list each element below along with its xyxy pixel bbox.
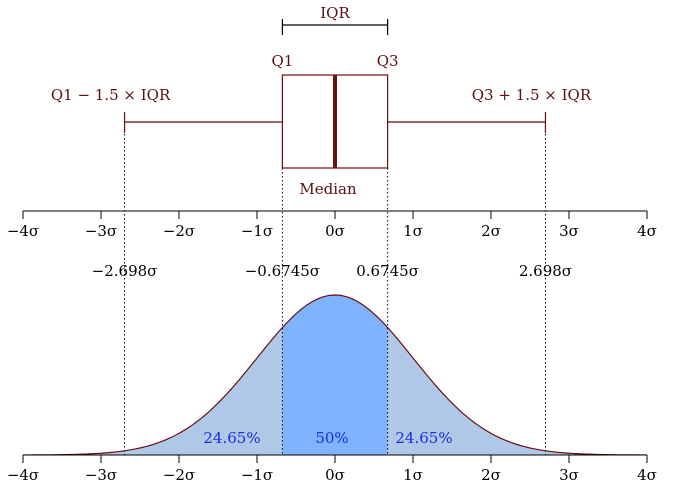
bottom-axis-tick-label: 2σ: [481, 466, 501, 484]
bottom-axis-tick-label: 4σ: [637, 466, 657, 484]
distribution-fills: [22, 294, 648, 456]
top-axis-ticks: −4σ −3σ −2σ −1σ 0σ 1σ 2σ 3σ 4σ: [7, 211, 657, 240]
boundary-label-q3: 0.6745σ: [356, 262, 419, 280]
boundary-labels: −2.698σ −0.6745σ 0.6745σ 2.698σ: [92, 262, 572, 280]
left-tail-region: [23, 327, 283, 455]
bottom-axis-tick-label: −2σ: [163, 466, 195, 484]
right-tail-region: [387, 327, 647, 455]
bottom-axis: −4σ −3σ −2σ −1σ 0σ 1σ 2σ 3σ 4σ: [7, 454, 657, 484]
boundary-label-q1: −0.6745σ: [245, 262, 320, 280]
top-axis-tick-label: 0σ: [325, 222, 345, 240]
q3-label: Q3: [377, 52, 399, 70]
top-axis-tick-label: −3σ: [85, 222, 117, 240]
top-axis-tick-label: −1σ: [241, 222, 273, 240]
bottom-axis-tick-label: 1σ: [403, 466, 423, 484]
bottom-axis-ticks: −4σ −3σ −2σ −1σ 0σ 1σ 2σ 3σ 4σ: [7, 455, 657, 484]
boundary-lines: [124, 122, 546, 455]
percent-center-label: 50%: [315, 429, 348, 447]
median-label: Median: [299, 180, 357, 198]
bottom-axis-tick-label: 3σ: [559, 466, 579, 484]
bottom-axis-tick-label: −3σ: [85, 466, 117, 484]
percent-right-label: 24.65%: [395, 429, 452, 447]
boxplot: IQR Q1 Q3 Median Q1 − 1.5 × IQR Q3 + 1.5…: [51, 4, 592, 198]
bottom-axis-tick-label: −1σ: [241, 466, 273, 484]
boundary-label-upper-whisker: 2.698σ: [519, 262, 572, 280]
top-axis-tick-label: 2σ: [481, 222, 501, 240]
bottom-axis-tick-label: −4σ: [7, 466, 39, 484]
q1-label: Q1: [271, 52, 293, 70]
top-axis-tick-label: −2σ: [163, 222, 195, 240]
top-axis-tick-label: 4σ: [637, 222, 657, 240]
lower-whisker-label: Q1 − 1.5 × IQR: [51, 86, 171, 104]
top-axis-tick-label: 1σ: [403, 222, 423, 240]
top-axis-tick-label: 3σ: [559, 222, 579, 240]
top-axis-tick-label: −4σ: [7, 222, 39, 240]
bottom-axis-tick-label: 0σ: [325, 466, 345, 484]
iqr-label: IQR: [320, 4, 350, 22]
top-axis: −4σ −3σ −2σ −1σ 0σ 1σ 2σ 3σ 4σ: [7, 210, 657, 240]
upper-whisker-label: Q3 + 1.5 × IQR: [472, 86, 592, 104]
boundary-label-lower-whisker: −2.698σ: [92, 262, 158, 280]
normal-curve: [22, 294, 648, 456]
percent-labels: 24.65% 50% 24.65%: [203, 429, 452, 447]
center-region: [282, 295, 388, 455]
percent-left-label: 24.65%: [203, 429, 260, 447]
